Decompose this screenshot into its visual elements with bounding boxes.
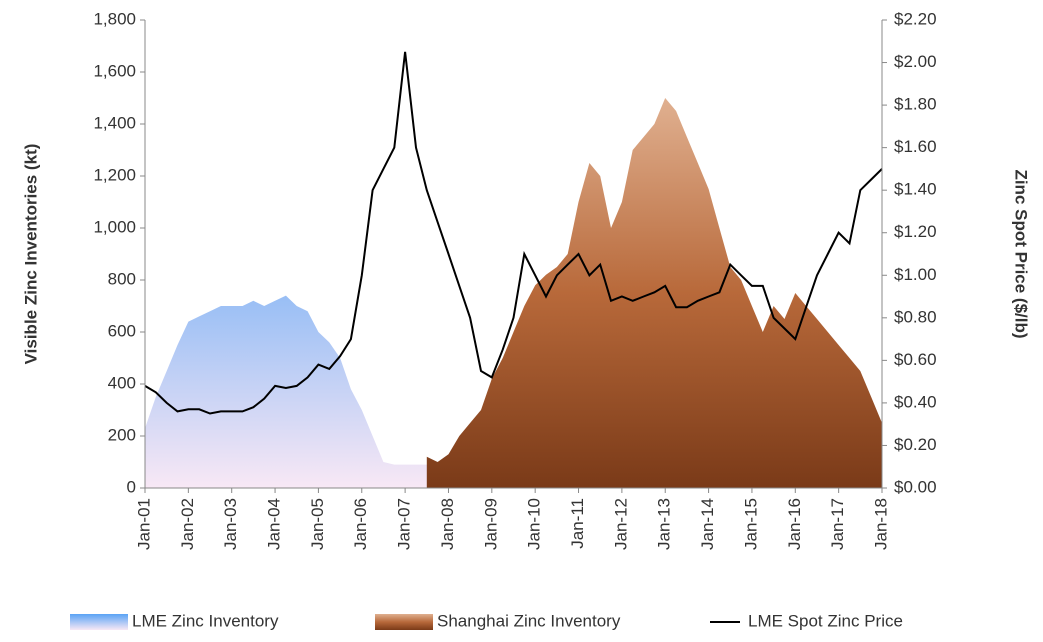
y-tick-label: 600	[108, 321, 136, 340]
line	[144, 51, 883, 415]
y2-tick-label: $0.00	[894, 477, 937, 496]
y2-axis-label: Zinc Spot Price ($/lb)	[1012, 169, 1031, 338]
x-tick-label: Jan-13	[655, 498, 674, 550]
x-tick-label: Jan-10	[525, 498, 544, 550]
x-tick-label: Jan-01	[134, 498, 153, 550]
y2-tick-label: $1.20	[894, 222, 937, 241]
y2-tick-label: $0.40	[894, 392, 937, 411]
y-axis-label: Visible Zinc Inventories (kt)	[21, 144, 40, 365]
x-tick-label: Jan-12	[611, 498, 630, 550]
x-tick-label: Jan-15	[741, 498, 760, 550]
y2-tick-label: $1.00	[894, 265, 937, 284]
y-tick-label: 800	[108, 269, 136, 288]
y-tick-label: 400	[108, 373, 136, 392]
y2-tick-label: $2.00	[894, 52, 937, 71]
y-tick-label: 0	[127, 477, 136, 496]
y-tick-label: 1,000	[93, 217, 136, 236]
y2-tick-label: $1.40	[894, 180, 937, 199]
legend-swatch	[70, 614, 128, 630]
x-tick-label: Jan-11	[568, 498, 587, 549]
x-tick-label: Jan-04	[265, 498, 284, 550]
x-tick-label: Jan-07	[395, 498, 414, 550]
x-tick-label: Jan-18	[871, 498, 890, 550]
y-tick-label: 1,200	[93, 165, 136, 184]
y-tick-label: 1,800	[93, 9, 136, 28]
x-tick-label: Jan-14	[698, 498, 717, 550]
y2-tick-label: $0.60	[894, 350, 937, 369]
y2-tick-label: $2.20	[894, 9, 937, 28]
x-tick-label: Jan-05	[308, 498, 327, 550]
legend-label: LME Spot Zinc Price	[748, 611, 903, 630]
legend-label: Shanghai Zinc Inventory	[437, 611, 621, 630]
x-tick-label: Jan-16	[785, 498, 804, 550]
x-tick-label: Jan-03	[221, 498, 240, 550]
x-tick-label: Jan-06	[351, 498, 370, 550]
x-tick-label: Jan-17	[828, 498, 847, 550]
y2-tick-label: $0.20	[894, 435, 937, 454]
x-tick-label: Jan-02	[178, 498, 197, 550]
y2-tick-label: $0.80	[894, 307, 937, 326]
x-tick-label: Jan-08	[438, 498, 457, 550]
legend-label: LME Zinc Inventory	[132, 611, 279, 630]
x-tick-label: Jan-09	[481, 498, 500, 550]
y2-tick-label: $1.80	[894, 95, 937, 114]
y-tick-label: 200	[108, 425, 136, 444]
legend-swatch	[375, 614, 433, 630]
y-tick-label: 1,400	[93, 113, 136, 132]
y-tick-label: 1,600	[93, 61, 136, 80]
y2-tick-label: $1.60	[894, 137, 937, 156]
